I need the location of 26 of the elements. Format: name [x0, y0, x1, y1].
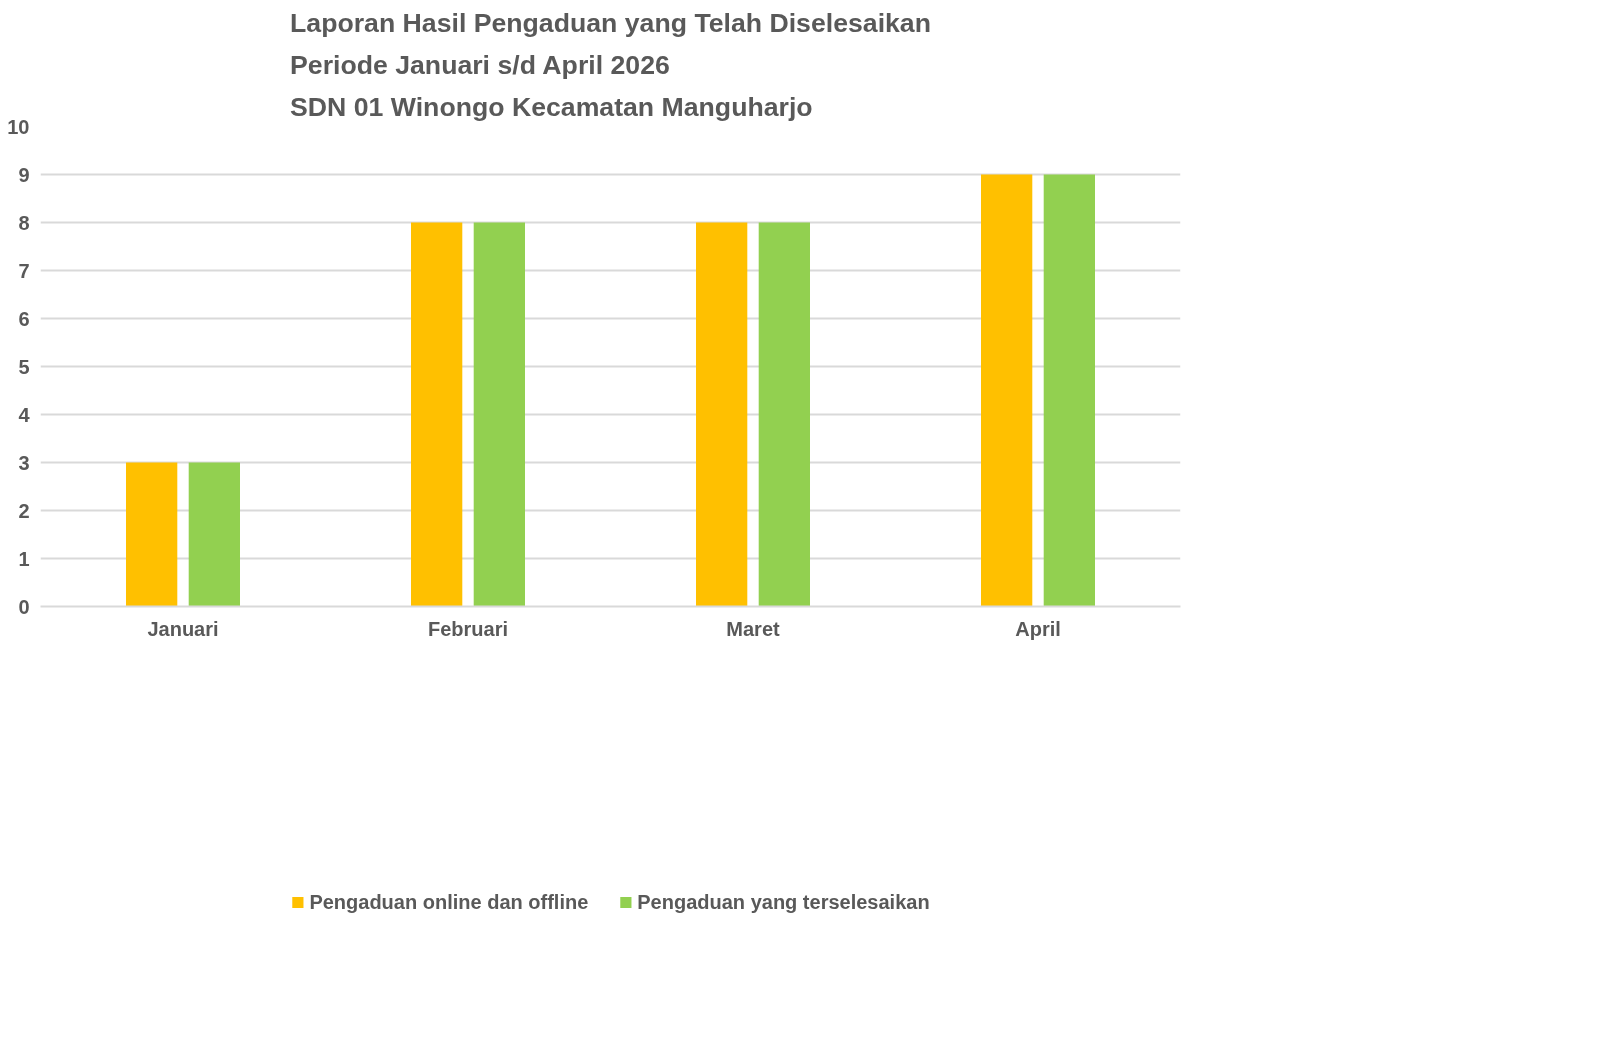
x-tick-label: Maret	[726, 617, 781, 640]
y-tick-label: 3	[18, 451, 30, 474]
bar	[696, 222, 748, 607]
bar	[188, 462, 240, 607]
bar	[473, 222, 525, 607]
x-tick-label: Januari	[147, 617, 219, 640]
y-tick-label: 10	[7, 115, 30, 138]
y-tick-label: 7	[18, 259, 30, 282]
y-tick-label: 8	[18, 211, 30, 234]
x-tick-label: April	[1015, 617, 1061, 640]
bar	[411, 222, 463, 607]
y-tick-label: 2	[18, 499, 30, 522]
bar	[1043, 174, 1095, 607]
y-tick-label: 4	[18, 403, 31, 426]
chart-title: Laporan Hasil Pengaduan yang Telah Diselesaikan Periode Januari s/d April 2026 SDN 01 Winongo Kecamatan Manguharjo	[290, 7, 931, 122]
y-tick-label: 1	[18, 547, 30, 570]
y-tick-label: 0	[18, 595, 30, 618]
legend-label: Pengaduan yang terselesaikan	[637, 890, 930, 914]
y-tick-label: 6	[18, 307, 30, 330]
legend-label: Pengaduan online dan offline	[309, 890, 589, 914]
bar	[758, 222, 810, 607]
x-tick-label: Februari	[427, 617, 509, 640]
bar	[126, 462, 178, 607]
bar	[981, 174, 1033, 607]
y-tick-label: 9	[18, 163, 30, 186]
y-tick-label: 5	[18, 355, 30, 378]
